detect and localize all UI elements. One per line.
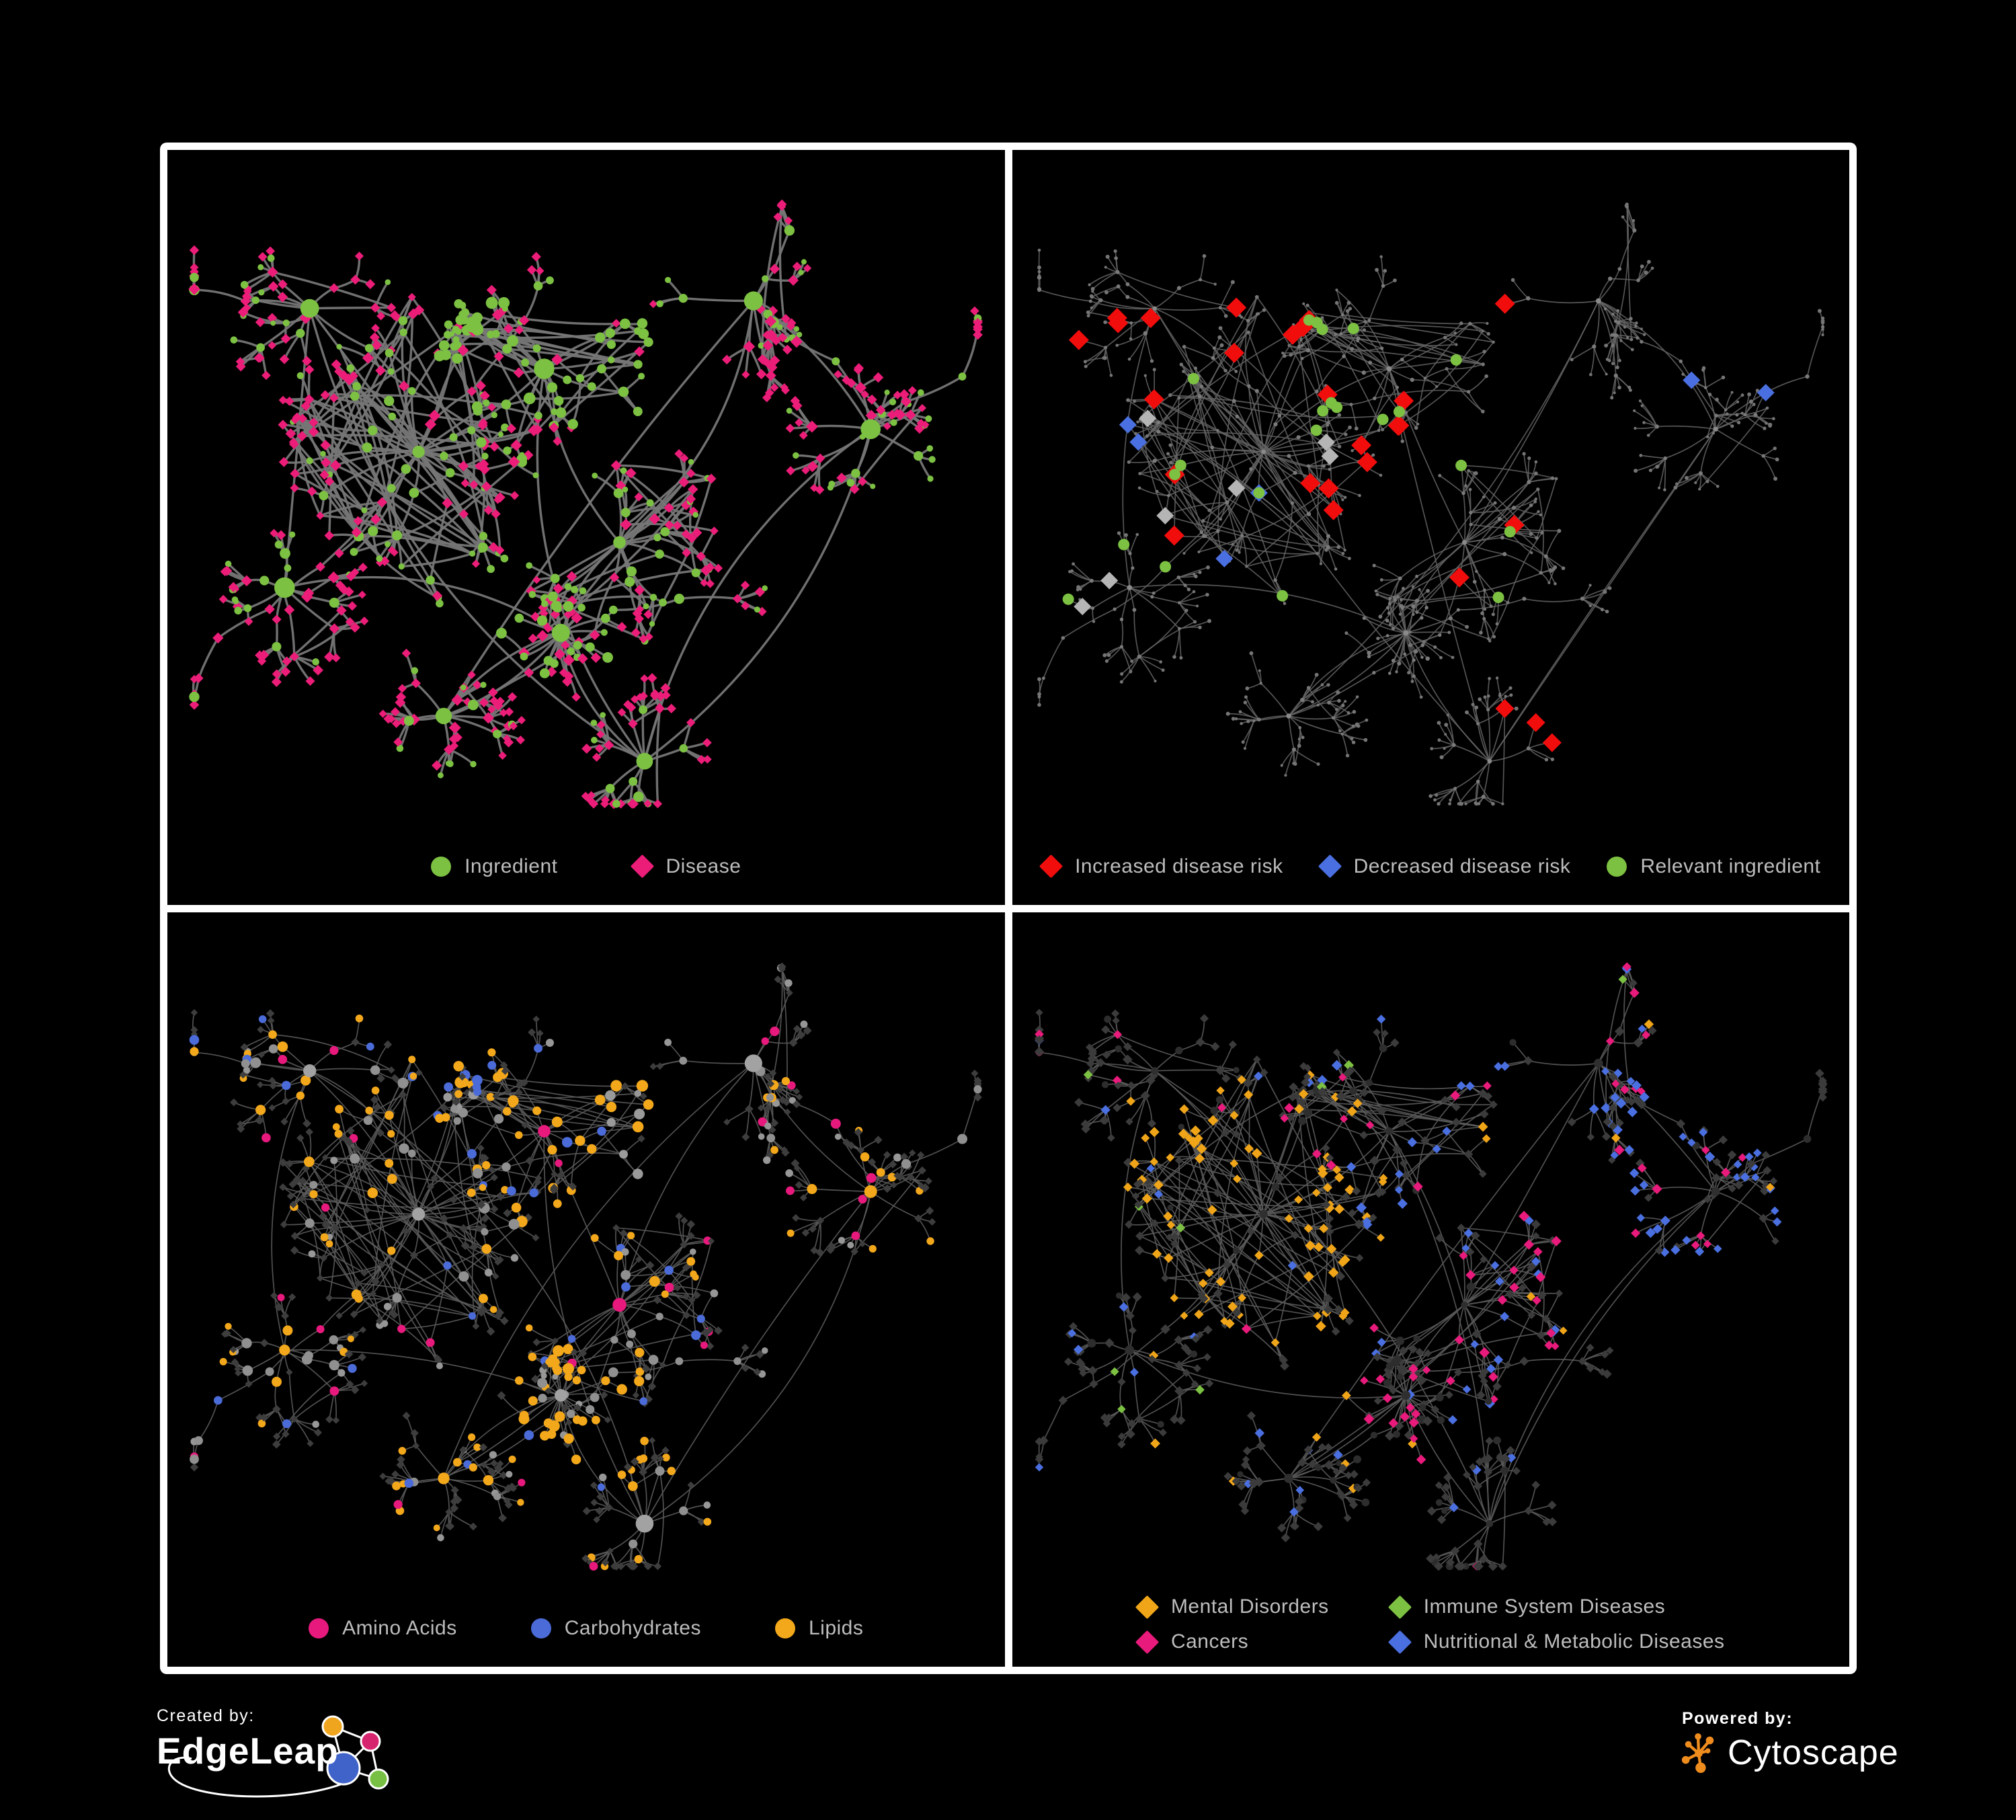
panel-disease-risk: Increased disease risk Decreased disease … bbox=[1012, 150, 1850, 905]
legend-diamond-icon bbox=[1387, 1595, 1412, 1619]
legend-item: Disease bbox=[630, 854, 741, 879]
legend-item: Ingredient bbox=[431, 855, 557, 878]
legend-circle-icon bbox=[1607, 856, 1627, 877]
cytoscape-brand: Cytoscape bbox=[1728, 1733, 1899, 1772]
legend-diamond-icon bbox=[1039, 854, 1063, 879]
legend-label: Immune System Diseases bbox=[1423, 1595, 1666, 1618]
legend-circle-icon bbox=[530, 1618, 551, 1638]
panel-ingredient-classes: Amino Acids Carbohydrates Lipids bbox=[167, 912, 1005, 1667]
legend-label: Ingredient bbox=[465, 855, 558, 877]
legend-circle-icon bbox=[774, 1618, 795, 1638]
network-graph-disease-risk bbox=[1037, 202, 1824, 806]
legend-label: Cancers bbox=[1170, 1630, 1249, 1653]
legend-item: Immune System Diseases bbox=[1387, 1595, 1725, 1619]
legend-ingredient-classes: Amino Acids Carbohydrates Lipids bbox=[167, 1617, 1005, 1640]
legend-disease-classes: Mental Disorders Immune System Diseases Ca… bbox=[1012, 1595, 1850, 1654]
legend-item: Cancers bbox=[1135, 1630, 1329, 1654]
legend-label: Relevant ingredient bbox=[1640, 855, 1821, 877]
legend-item: Carbohydrates bbox=[530, 1617, 701, 1640]
cytoscape-credit: Powered by: Cytoscape bbox=[1679, 1709, 1899, 1774]
legend-item: Relevant ingredient bbox=[1607, 855, 1820, 878]
panel-ingredient-disease: Ingredient Disease bbox=[167, 150, 1005, 905]
legend-diamond-icon bbox=[1135, 1630, 1160, 1654]
legend-diamond-icon bbox=[1387, 1630, 1412, 1654]
legend-label: Lipids bbox=[808, 1617, 864, 1639]
legend-item: Lipids bbox=[774, 1617, 864, 1640]
powered-by-label: Powered by: bbox=[1682, 1709, 1793, 1728]
legend-diamond-icon bbox=[1318, 854, 1342, 879]
legend-label: Nutritional & Metabolic Diseases bbox=[1423, 1630, 1725, 1653]
edgeleap-logo-icon bbox=[167, 1715, 389, 1798]
created-by-label: Created by: bbox=[157, 1706, 255, 1725]
legend-ingredient-disease: Ingredient Disease bbox=[167, 854, 1005, 879]
legend-diamond-icon bbox=[1135, 1595, 1160, 1619]
legend-circle-icon bbox=[309, 1618, 329, 1638]
legend-disease-risk: Increased disease risk Decreased disease … bbox=[1012, 854, 1850, 879]
legend-label: Mental Disorders bbox=[1170, 1595, 1329, 1618]
edgeleap-brand: EdgeLeap bbox=[157, 1730, 339, 1772]
network-graph-ingredient-classes bbox=[189, 961, 982, 1571]
legend-circle-icon bbox=[431, 856, 452, 877]
panel-disease-classes: Mental Disorders Immune System Diseases Ca… bbox=[1012, 912, 1850, 1667]
legend-item: Mental Disorders bbox=[1135, 1595, 1329, 1619]
network-graph-ingredient-disease bbox=[188, 199, 983, 809]
legend-label: Amino Acids bbox=[342, 1617, 457, 1639]
legend-label: Increased disease risk bbox=[1075, 855, 1283, 877]
legend-item: Amino Acids bbox=[309, 1617, 457, 1640]
legend-item: Nutritional & Metabolic Diseases bbox=[1387, 1630, 1725, 1654]
legend-diamond-icon bbox=[630, 854, 654, 879]
legend-label: Decreased disease risk bbox=[1353, 855, 1571, 877]
edgeleap-credit: Created by: EdgeLeap bbox=[157, 1706, 419, 1814]
legend-label: Carbohydrates bbox=[564, 1617, 701, 1639]
network-graph-disease-classes bbox=[1034, 961, 1828, 1571]
legend-label: Disease bbox=[666, 855, 741, 877]
legend-item: Increased disease risk bbox=[1039, 854, 1283, 879]
cytoscape-logo-icon bbox=[1681, 1733, 1714, 1773]
legend-item: Decreased disease risk bbox=[1318, 854, 1571, 879]
figure-grid: Ingredient Disease Increased disease risk… bbox=[160, 143, 1857, 1674]
